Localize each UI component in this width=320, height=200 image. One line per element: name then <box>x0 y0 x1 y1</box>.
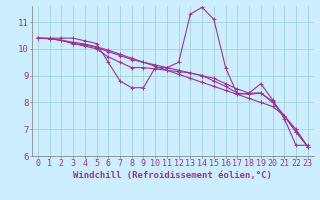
X-axis label: Windchill (Refroidissement éolien,°C): Windchill (Refroidissement éolien,°C) <box>73 171 272 180</box>
